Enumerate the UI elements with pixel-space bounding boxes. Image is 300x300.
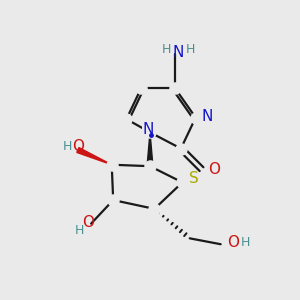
Text: O: O: [208, 162, 220, 177]
Text: O: O: [72, 139, 84, 154]
Text: H: H: [162, 43, 172, 56]
Text: S: S: [189, 171, 199, 186]
Polygon shape: [77, 148, 112, 165]
Text: H: H: [241, 236, 250, 249]
Text: N: N: [202, 109, 213, 124]
Polygon shape: [147, 132, 153, 166]
Text: H: H: [75, 224, 85, 237]
Text: O: O: [82, 214, 94, 230]
Text: O: O: [227, 235, 239, 250]
Text: N: N: [172, 45, 184, 60]
Text: H: H: [186, 43, 195, 56]
Text: N: N: [143, 122, 154, 137]
Text: H: H: [63, 140, 72, 153]
